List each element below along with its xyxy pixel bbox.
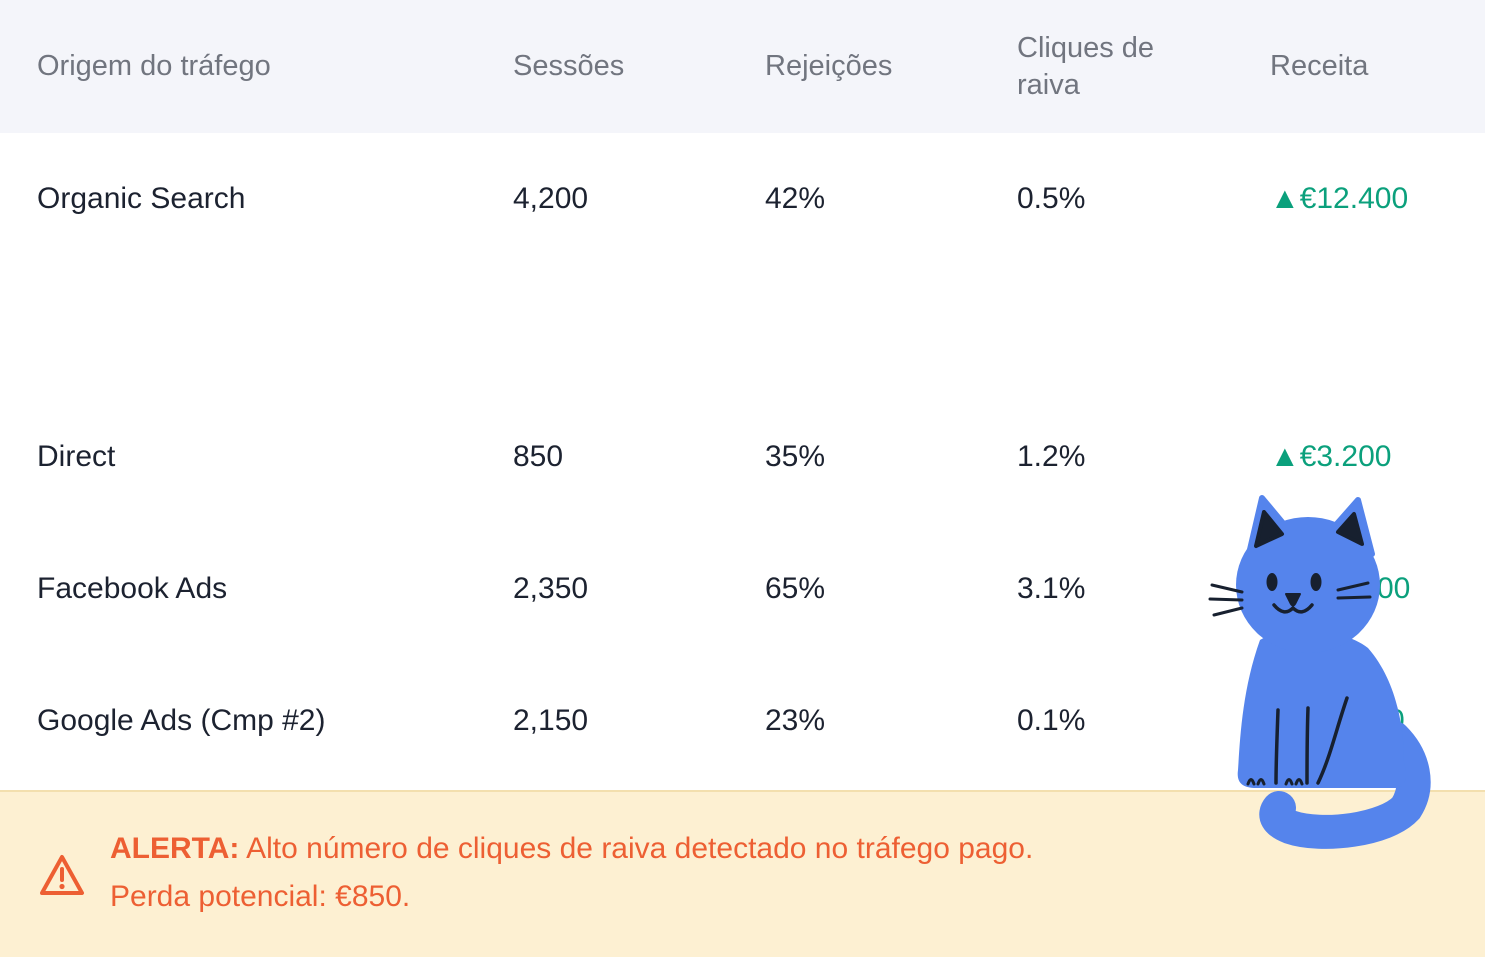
column-header-rage-clicks: Cliques de raiva xyxy=(1017,32,1155,101)
cell-rage: 3.1% xyxy=(1017,572,1086,605)
cell-bounce: 42% xyxy=(765,182,826,215)
table-row: Organic Search 4,200 42% 0.5% ▲€12.400 xyxy=(0,169,1485,229)
alert-banner: ALERTA: Alto número de cliques de raiva … xyxy=(0,790,1485,957)
cell-rage: 0.1% xyxy=(1017,704,1086,737)
warning-triangle-icon xyxy=(40,855,84,895)
table-row: Direct 850 35% 1.2% ▲€3.200 xyxy=(0,427,1485,487)
table-header: Origem do tráfego Sessões Rejeições Cliq… xyxy=(0,0,1485,133)
cell-revenue-fragment: 00 xyxy=(1270,559,1485,619)
cell-sessions: 2,150 xyxy=(513,704,589,737)
cell-bounce: 23% xyxy=(765,704,826,737)
alert-label: ALERTA: xyxy=(110,832,240,865)
cell-source: Direct xyxy=(37,440,116,473)
cell-source: Organic Search xyxy=(37,182,246,215)
revenue-visible-digits: 00 xyxy=(1377,572,1411,605)
cell-rage: 1.2% xyxy=(1017,440,1086,473)
table-row: Google Ads (Cmp #2) 2,150 23% 0.1% 0 xyxy=(0,691,1485,751)
cell-bounce: 65% xyxy=(765,572,826,605)
alert-line1-text: Alto número de cliques de raiva detectad… xyxy=(246,832,1034,865)
cell-source: Google Ads (Cmp #2) xyxy=(37,704,326,737)
cell-bounce: 35% xyxy=(765,440,826,473)
cell-source: Facebook Ads xyxy=(37,572,228,605)
cell-sessions: 4,200 xyxy=(513,182,589,215)
alert-line-2: Perda potencial: €850. xyxy=(110,880,411,913)
cell-revenue-up: ▲€3.200 xyxy=(1270,440,1392,473)
cell-revenue-up: ▲€12.400 xyxy=(1270,182,1409,215)
column-header-source: Origem do tráfego xyxy=(37,50,271,83)
table-row: Facebook Ads 2,350 65% 3.1% 00 xyxy=(0,559,1485,619)
alert-line-1: ALERTA: Alto número de cliques de raiva … xyxy=(110,825,1033,873)
column-header-bounces: Rejeições xyxy=(765,50,893,83)
column-header-revenue: Receita xyxy=(1270,50,1369,83)
cell-sessions: 2,350 xyxy=(513,572,589,605)
cell-sessions: 850 xyxy=(513,440,564,473)
cell-rage: 0.5% xyxy=(1017,182,1086,215)
column-header-sessions: Sessões xyxy=(513,50,625,83)
alert-message: ALERTA: Alto número de cliques de raiva … xyxy=(110,825,1033,921)
blue-cat-illustration xyxy=(1208,495,1431,849)
